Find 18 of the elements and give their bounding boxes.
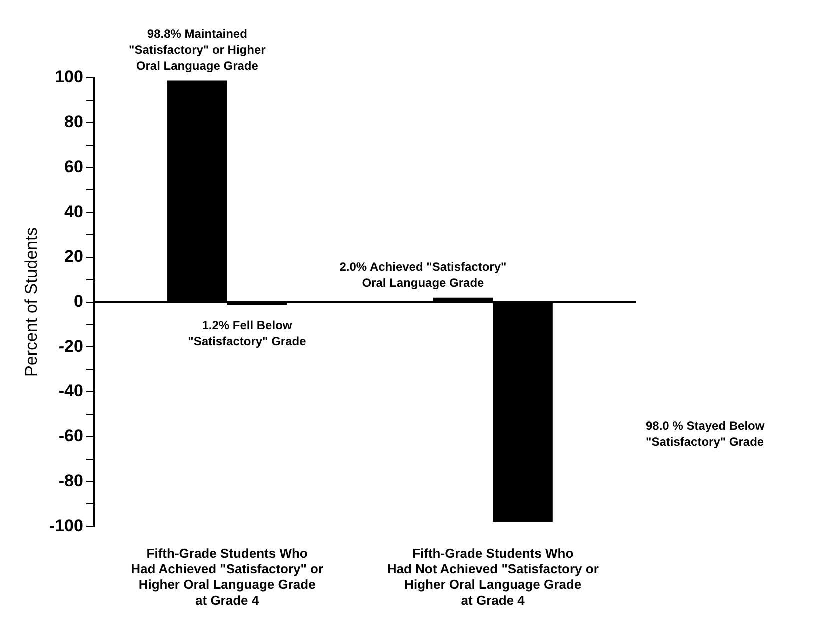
annotation: 98.8% Maintained "Satisfactory" or Higher Oral Language Grade bbox=[129, 27, 266, 74]
y-tick-label: 60 bbox=[64, 157, 84, 176]
y-tick-label: 40 bbox=[64, 202, 84, 222]
text: 98.0 % Stayed Below "Satisfactory" Grade bbox=[646, 418, 766, 449]
annotation: 2.0% Achieved "Satisfactory" Oral Language Grade bbox=[340, 260, 507, 290]
annotation: 1.2% Fell Below "Satisfactory" Grade bbox=[188, 318, 307, 349]
y-tick-label: -60 bbox=[58, 426, 84, 446]
y-tick-label: 20 bbox=[64, 247, 84, 266]
x-tick-label: Fifth-Grade Students Who Had Not Achieved "Satisfactory or Higher Oral Language Grade at Grade 4 bbox=[387, 546, 599, 608]
y-tick-label: -20 bbox=[58, 336, 84, 356]
y-tick-label: 0 bbox=[74, 292, 84, 311]
x-tick-label: Fifth-Grade Students Who Had Achieved "Satisfactory" or Higher Oral Language Grade at Grade 4 bbox=[131, 546, 324, 608]
y-tick-label: 80 bbox=[64, 112, 84, 132]
y-tick-label: -80 bbox=[58, 471, 84, 490]
y-axis-title: Percent of Students bbox=[22, 228, 41, 377]
y-tick-label: -40 bbox=[58, 382, 84, 401]
y-tick-label: 100 bbox=[55, 68, 84, 87]
y-tick-label: -100 bbox=[49, 516, 84, 536]
